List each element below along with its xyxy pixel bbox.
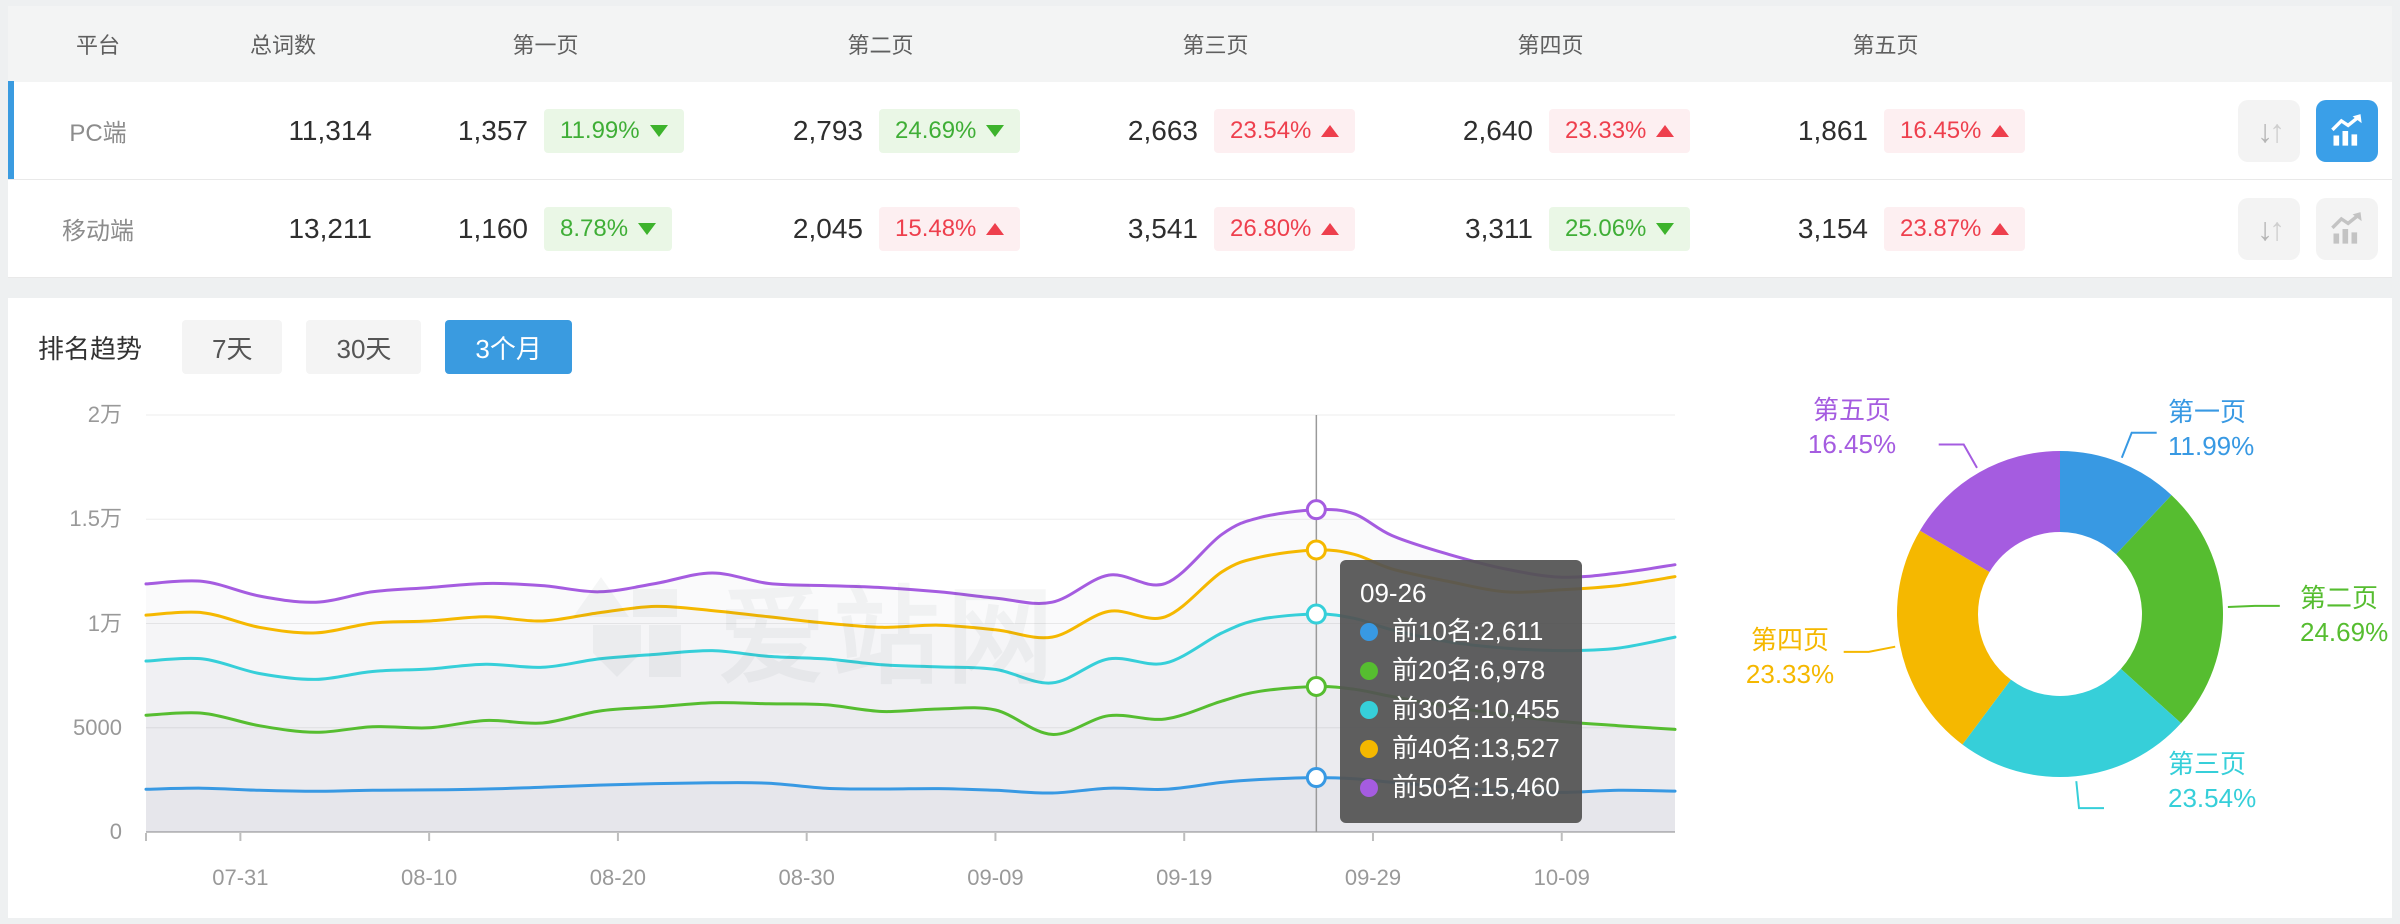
page2-count: 2,793 xyxy=(792,114,863,146)
tab-30days[interactable]: 30天 xyxy=(306,320,422,374)
series-dot-icon xyxy=(1360,661,1378,680)
platform-label: PC端 xyxy=(69,120,127,147)
page1-count: 1,357 xyxy=(457,114,528,146)
tab-3months[interactable]: 3个月 xyxy=(445,320,572,374)
trend-arrow-icon xyxy=(1656,124,1675,137)
header-page2: 第二页 xyxy=(847,33,914,58)
page1-trend-badge: 11.99% xyxy=(544,108,684,153)
trend-arrow-icon xyxy=(1321,222,1340,235)
donut-label-page1: 第一页 11.99% xyxy=(2168,397,2255,461)
x-axis-tick-label: 08-10 xyxy=(401,865,458,890)
tooltip-row: 前50名: 15,460 xyxy=(1360,768,1560,807)
page3-trend-badge: 26.80% xyxy=(1214,206,1356,251)
page5-count: 1,861 xyxy=(1797,114,1868,146)
series-dot-icon xyxy=(1360,700,1378,719)
donut-label-page4: 第四页 23.33% xyxy=(1745,625,1835,689)
page2-trend-badge: 15.48% xyxy=(879,206,1021,251)
tooltip-row: 前40名: 13,527 xyxy=(1360,729,1560,768)
header-total-words: 总词数 xyxy=(249,33,316,58)
page-distribution-donut-chart[interactable]: 第一页 11.99% 第二页 24.69% 第三页 23.54% 第四页 23.33% … xyxy=(1728,393,2400,898)
tooltip-row: 前30名: 10,455 xyxy=(1360,690,1560,729)
show-trend-chart-button[interactable] xyxy=(2316,197,2378,260)
ranking-table: 平台 总词数 第一页 第二页 第三页 第四页 第五页 PC端 11,314 1,… xyxy=(8,6,2392,278)
chart-icon xyxy=(2331,211,2362,244)
header-page4: 第四页 xyxy=(1517,33,1584,58)
trend-header: 排名趋势 7天 30天 3个月 xyxy=(8,298,2392,374)
x-axis-labels: 07-31 08-10 08-20 08-30 09-09 09-19 09-29 10-09 xyxy=(138,861,1683,895)
chart-icon xyxy=(2331,113,2362,146)
sort-button[interactable]: ↓↑ xyxy=(2238,197,2300,260)
chart-tooltip: 09-26 前10名: 2,611 前20名: 6,978 前30名: 10,4… xyxy=(1340,560,1582,823)
platform-label: 移动端 xyxy=(62,218,134,245)
x-axis-tick-label: 08-30 xyxy=(778,865,835,890)
page4-count: 3,311 xyxy=(1465,212,1533,244)
line-chart-canvas xyxy=(144,414,1677,841)
page2-trend-badge: 24.69% xyxy=(879,108,1021,153)
x-axis-tick-label: 07-31 xyxy=(212,865,269,890)
series-dot-icon xyxy=(1360,622,1378,641)
trend-title: 排名趋势 xyxy=(38,333,143,364)
header-page1: 第一页 xyxy=(512,33,579,58)
total-words-value: 11,314 xyxy=(288,114,372,146)
tooltip-date: 09-26 xyxy=(1360,578,1427,608)
y-axis-tick-label: 5000 xyxy=(73,714,122,740)
tooltip-row: 前20名: 6,978 xyxy=(1360,651,1560,690)
page1-count: 1,160 xyxy=(457,212,528,244)
header-page5: 第五页 xyxy=(1852,33,1919,58)
page1-trend-badge: 8.78% xyxy=(544,206,673,251)
show-trend-chart-button[interactable] xyxy=(2316,99,2378,162)
y-axis-tick-label: 1.5万 xyxy=(69,506,122,532)
table-row-pc[interactable]: PC端 11,314 1,357 11.99% 2,793 24.69% 2,6… xyxy=(8,81,2392,180)
x-axis-tick-label: 09-29 xyxy=(1344,865,1402,890)
trend-arrow-icon xyxy=(986,124,1005,137)
page5-trend-badge: 23.87% xyxy=(1884,206,2026,251)
page4-count: 2,640 xyxy=(1462,114,1533,146)
y-axis-tick-label: 1万 xyxy=(87,610,122,636)
page4-trend-badge: 25.06% xyxy=(1549,206,1691,251)
header-page3: 第三页 xyxy=(1182,33,1249,58)
page3-trend-badge: 23.54% xyxy=(1214,108,1356,153)
trend-arrow-icon xyxy=(1991,222,2010,235)
trend-section: 排名趋势 7天 30天 3个月 0 5000 1万 1.5万 2万 07-31 08-10… xyxy=(8,298,2392,918)
sort-arrows-icon: ↓↑ xyxy=(2257,112,2285,149)
donut-canvas xyxy=(1843,431,2280,810)
page5-trend-badge: 16.45% xyxy=(1884,108,2026,153)
table-row-mobile[interactable]: 移动端 13,211 1,160 8.78% 2,045 15.48% 3,54… xyxy=(8,180,2392,278)
x-axis-tick-label: 10-09 xyxy=(1533,865,1590,890)
y-axis-labels: 0 5000 1万 1.5万 2万 xyxy=(28,393,128,898)
tab-7days[interactable]: 7天 xyxy=(182,320,283,374)
trend-arrow-icon xyxy=(986,222,1005,235)
page2-count: 2,045 xyxy=(792,212,863,244)
series-dot-icon xyxy=(1360,778,1378,797)
page3-count: 3,541 xyxy=(1127,212,1198,244)
trend-arrow-icon xyxy=(1991,124,2010,137)
y-axis-tick-label: 0 xyxy=(109,819,122,844)
page3-count: 2,663 xyxy=(1127,114,1198,146)
series-dot-icon xyxy=(1360,739,1378,758)
x-axis-tick-label: 09-09 xyxy=(967,865,1024,890)
y-axis-tick-label: 2万 xyxy=(87,402,122,427)
trend-arrow-icon xyxy=(638,222,657,235)
x-axis-tick-label: 09-19 xyxy=(1156,865,1213,890)
tooltip-row: 前10名: 2,611 xyxy=(1360,612,1560,651)
page4-trend-badge: 23.33% xyxy=(1549,108,1691,153)
trend-arrow-icon xyxy=(1656,222,1675,235)
donut-label-page5: 第五页 16.45% xyxy=(1807,395,1897,459)
sort-button[interactable]: ↓↑ xyxy=(2238,99,2300,162)
header-platform: 平台 xyxy=(75,33,120,58)
page5-count: 3,154 xyxy=(1797,212,1868,244)
ranking-trend-line-chart[interactable]: 0 5000 1万 1.5万 2万 07-31 08-10 08-20 08-30 09-09 0… xyxy=(28,393,1728,898)
donut-label-page3: 第三页 23.54% xyxy=(2168,749,2257,813)
trend-arrow-icon xyxy=(1321,124,1340,137)
sort-arrows-icon: ↓↑ xyxy=(2257,210,2285,247)
table-header-row: 平台 总词数 第一页 第二页 第三页 第四页 第五页 xyxy=(8,6,2392,82)
x-axis-tick-label: 08-20 xyxy=(589,865,647,890)
total-words-value: 13,211 xyxy=(288,212,372,244)
trend-arrow-icon xyxy=(649,124,668,137)
donut-label-page2: 第二页 24.69% xyxy=(2300,583,2389,647)
charts-area: 0 5000 1万 1.5万 2万 07-31 08-10 08-20 08-30 09-09 0… xyxy=(8,393,2392,918)
